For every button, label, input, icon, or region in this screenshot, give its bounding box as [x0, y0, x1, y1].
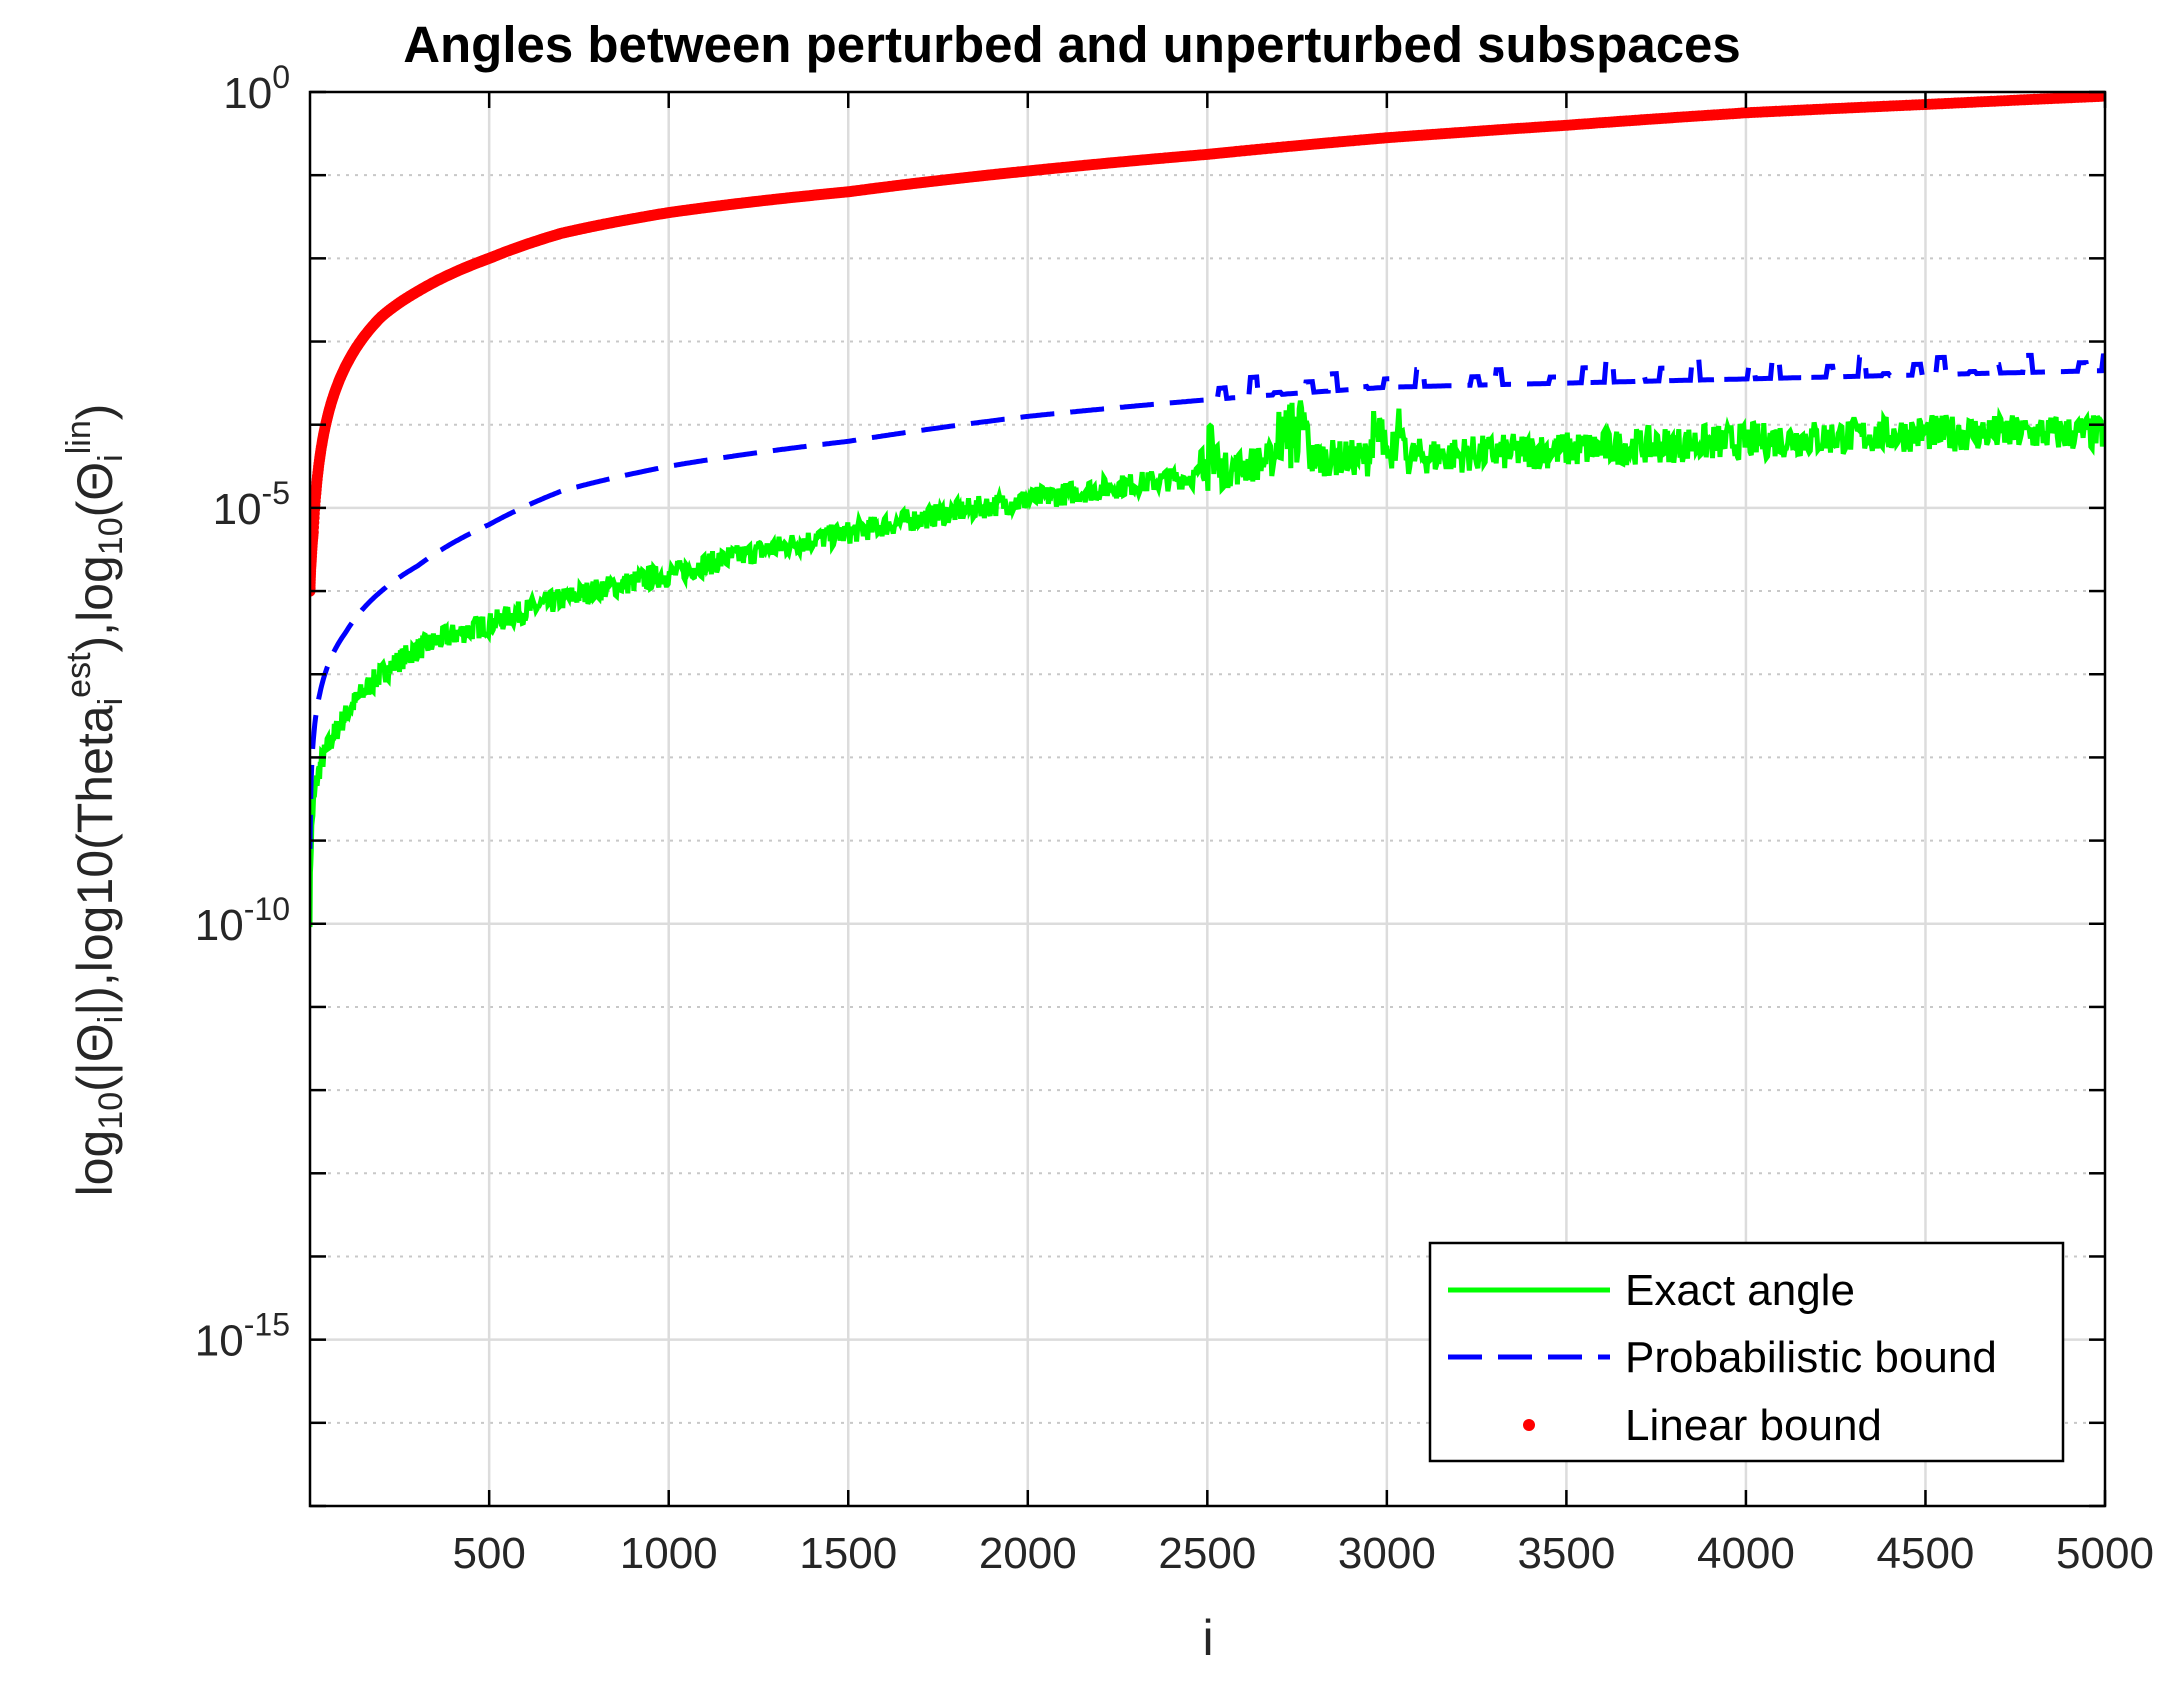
legend-items: Exact angle Probabilistic bound Linear bou… [1448, 1266, 1997, 1450]
tick-labels: 500 1000 1500 2000 2500 3000 3500 4000 4500 5000 1… [195, 59, 2154, 1578]
legend-label: Probabilistic bound [1625, 1333, 1997, 1382]
y-axis-label: log10(|Θi|),log10(Thetaiest),log10(Θilin… [60, 404, 130, 1197]
svg-text:log10(|Θi|),log10(Thetaiest),l: log10(|Θi|),log10(Thetaiest),log10(Θilin… [60, 404, 130, 1197]
y-tick-exp: -10 [244, 891, 290, 927]
x-tick-label: 1500 [799, 1529, 897, 1578]
legend: Exact angle Probabilistic bound Linear bou… [1428, 1241, 2065, 1463]
y-tick-label: 10-10 [195, 891, 290, 950]
x-tick-label: 5000 [2056, 1529, 2154, 1578]
ticks [310, 90, 2107, 1508]
grid [310, 92, 2105, 1506]
legend-box [1428, 1241, 2065, 1463]
legend-label: Linear bound [1625, 1401, 1882, 1450]
legend-label: Exact angle [1625, 1266, 1855, 1315]
x-axis-label: i [1202, 1610, 1213, 1666]
series-line-probabilistic-bound [310, 352, 2105, 849]
y-tick-base: 10 [213, 485, 262, 534]
y-tick-base: 10 [195, 901, 244, 950]
y-tick-base: 10 [195, 1317, 244, 1366]
y-tick-exp: -15 [244, 1307, 290, 1343]
x-tick-label: 4500 [1877, 1529, 1975, 1578]
y-tick-label: 10-5 [213, 475, 290, 534]
x-tick-label: 2000 [979, 1529, 1077, 1578]
x-tick-label: 3500 [1517, 1529, 1615, 1578]
y-tick-exp: 0 [272, 59, 290, 95]
y-tick-label: 100 [223, 59, 290, 118]
x-tick-label: 500 [452, 1529, 525, 1578]
x-tick-label: 3000 [1338, 1529, 1436, 1578]
chart-title: Angles between perturbed and unperturbed… [403, 16, 1741, 73]
x-tick-label: 1000 [620, 1529, 718, 1578]
x-tick-label: 4000 [1697, 1529, 1795, 1578]
y-tick-label: 10-15 [195, 1307, 290, 1366]
legend-swatch-linear-bound [1523, 1419, 1535, 1431]
y-tick-exp: -5 [262, 475, 290, 511]
series-points-linear-bound [310, 92, 2105, 597]
y-tick-base: 10 [223, 69, 272, 118]
linear-bound-point [2099, 92, 2105, 102]
series-layer [310, 92, 2105, 928]
series-line-exact-angle [310, 400, 2105, 928]
x-tick-label: 2500 [1158, 1529, 1256, 1578]
